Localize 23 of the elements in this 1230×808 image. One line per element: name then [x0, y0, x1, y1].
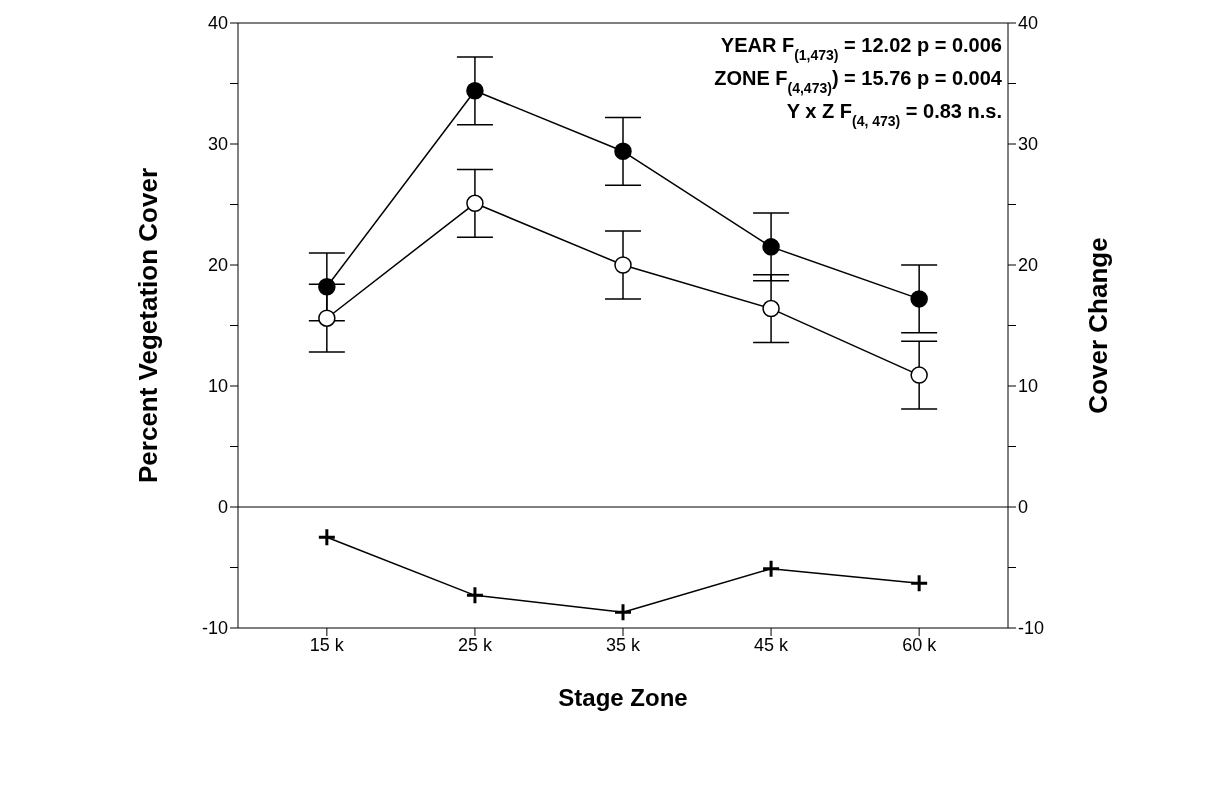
y2-tick-label: 0 — [1018, 497, 1029, 518]
y2-tick-label: -10 — [1018, 618, 1045, 639]
x-tick-label: 25 k — [457, 634, 493, 655]
y2-tick-label: 40 — [1018, 13, 1039, 34]
annotation: ZONE F$_{(4,473)}$) = 15.76 p = 0.004 — [714, 67, 1003, 96]
y-axis-title: Percent Vegetation Cover — [133, 168, 164, 483]
y-tick-label: 30 — [207, 134, 228, 155]
y-tick-label: 0 — [217, 497, 228, 518]
y-tick-label: 40 — [207, 13, 228, 34]
y-tick-label: 20 — [207, 255, 228, 276]
x-tick-label: 45 k — [754, 634, 790, 655]
y-tick-label: 10 — [207, 376, 228, 397]
x-tick-label: 60 k — [902, 634, 938, 655]
y2-tick-label: 10 — [1018, 376, 1039, 397]
annotation: YEAR F$_{(1,473)}$ = 12.02 p = 0.006 — [720, 34, 1002, 63]
x-tick-label: 15 k — [309, 634, 345, 655]
x-axis-title: Stage Zone — [558, 684, 688, 711]
y-tick-label: -10 — [201, 618, 228, 639]
y2-tick-label: 30 — [1018, 134, 1039, 155]
y2-axis-title: Cover Change — [1083, 237, 1114, 414]
x-tick-label: 35 k — [605, 634, 642, 655]
annotation: Y x Z F$_{(4, 473)}$ = 0.83 n.s. — [786, 100, 1002, 129]
y2-tick-label: 20 — [1018, 255, 1039, 276]
